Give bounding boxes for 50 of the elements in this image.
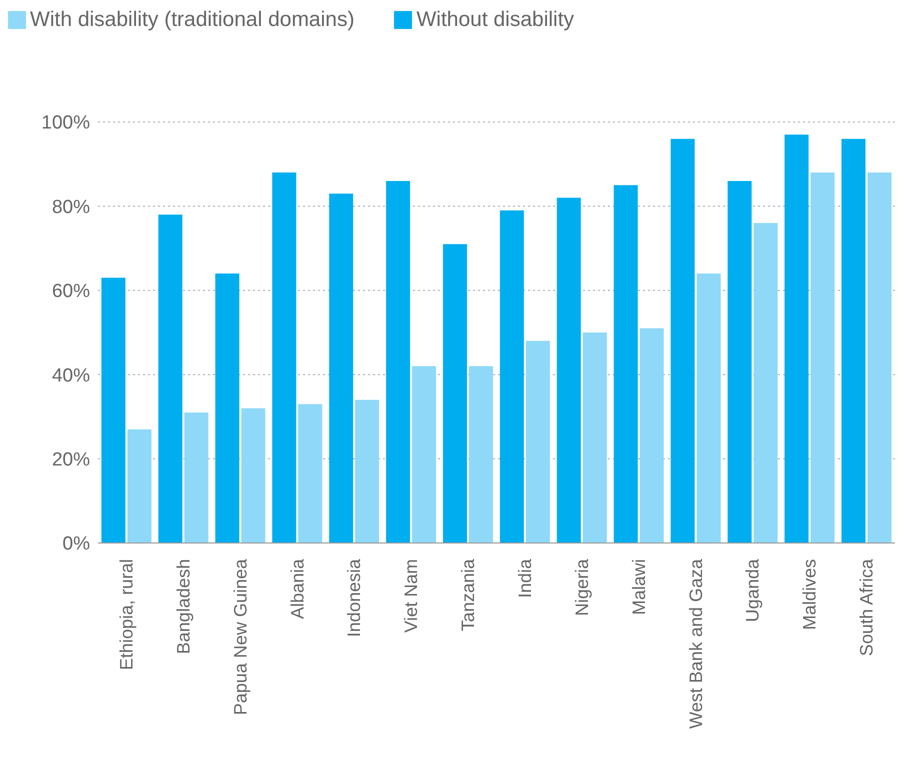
bar (468, 366, 493, 543)
legend-label: Without disability (416, 8, 574, 31)
bar (298, 404, 322, 543)
y-tick-label: 20% (52, 450, 90, 471)
bar (728, 180, 752, 543)
x-tick-label: Bangladesh (173, 559, 194, 654)
bar (101, 278, 126, 543)
x-tick-label: India (514, 558, 535, 598)
x-tick-label: Tanzania (458, 558, 478, 632)
x-tick-label: Malawi (628, 559, 649, 616)
bar (442, 244, 467, 543)
bar (526, 340, 550, 543)
bar (696, 274, 721, 543)
bar (215, 274, 240, 543)
bar (127, 429, 152, 543)
bar (329, 194, 354, 543)
y-tick-label: 60% (52, 281, 90, 302)
bar (386, 180, 410, 543)
x-tick-label: South Africa (856, 558, 877, 656)
y-tick-label: 40% (52, 365, 90, 386)
y-tick-label: 0% (62, 534, 90, 555)
bar (841, 138, 866, 543)
x-tick-label: Ethiopia, rural (116, 559, 136, 670)
bar (582, 332, 607, 543)
bar (640, 328, 664, 543)
x-tick-label: Viet Nam (401, 559, 422, 633)
bar (272, 172, 296, 543)
x-tick-label: West Bank and Gaza (686, 558, 706, 729)
bar (810, 172, 835, 543)
bar (614, 185, 638, 543)
bar (241, 408, 266, 543)
bar (784, 134, 809, 543)
x-tick-label: Nigeria (572, 558, 592, 616)
x-tick-label: Albania (287, 558, 308, 620)
bar (355, 400, 380, 543)
y-tick-label: 80% (52, 196, 90, 218)
x-tick-label: Papua New Guinea (230, 558, 250, 716)
x-tick-label: Maldives (800, 559, 820, 630)
x-tick-label: Uganda (742, 558, 763, 622)
bar (867, 172, 892, 543)
bar (158, 214, 182, 543)
y-tick-label: 100% (41, 112, 90, 134)
bar (556, 198, 581, 543)
legend-label: With disability (traditional domains) (30, 8, 354, 31)
bar (670, 138, 695, 543)
bar (500, 210, 524, 543)
bar (412, 366, 436, 543)
bar (184, 412, 208, 543)
bar (754, 223, 778, 543)
x-tick-label: Indonesia (344, 558, 364, 638)
